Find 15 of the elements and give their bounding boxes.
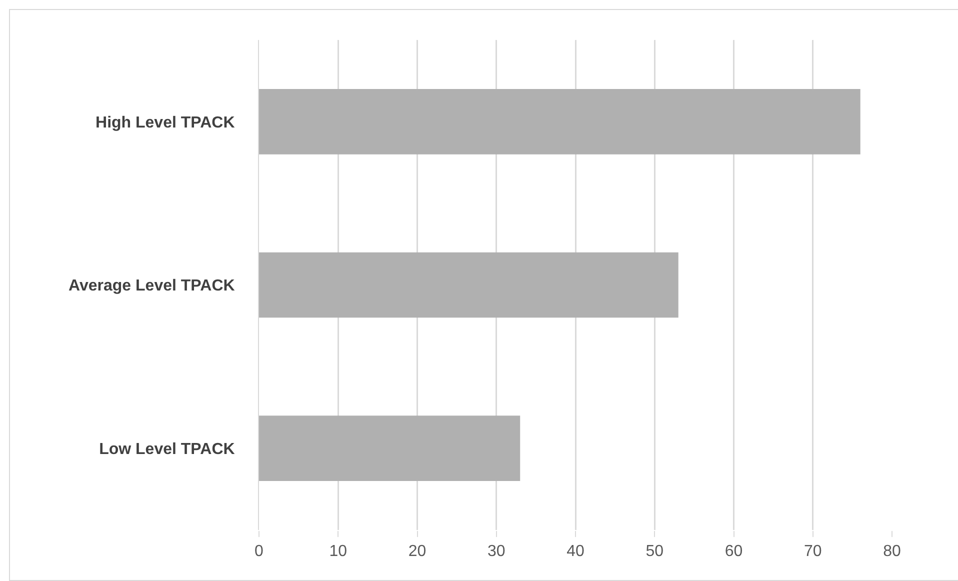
x-tick-label: 10 [329,543,348,560]
y-tick-label: Average Level TPACK [68,278,236,295]
x-tick-label: 80 [883,543,901,560]
x-tick-label: 40 [566,543,584,560]
x-tick-label: 30 [487,543,506,560]
x-tick-label: 70 [804,543,822,560]
bar [259,252,678,318]
y-tick-label: Low Level TPACK [99,440,236,458]
x-tick-label: 0 [254,543,264,560]
x-tick-label: 20 [408,543,426,560]
bar [259,89,860,154]
bar [259,416,520,481]
x-tick-label: 50 [646,543,664,560]
x-tick-label: 60 [724,543,743,560]
y-tick-label: High Level TPACK [96,114,236,132]
